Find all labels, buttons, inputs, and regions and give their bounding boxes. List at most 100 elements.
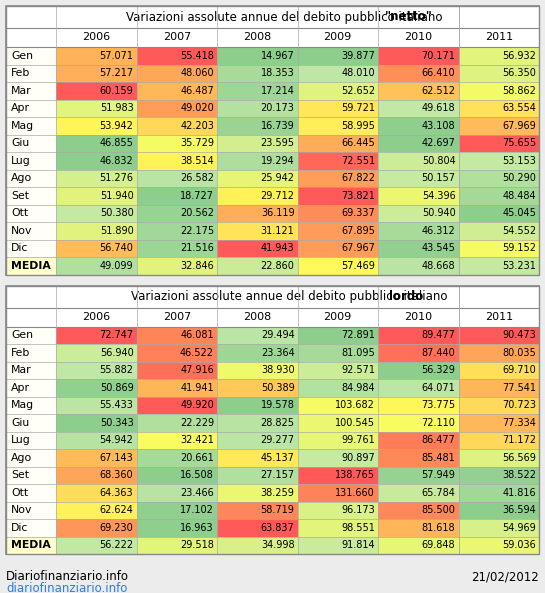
Text: 23.466: 23.466 [180, 488, 214, 498]
Bar [6, 467, 56, 484]
Bar [6, 285, 539, 308]
Text: 72.110: 72.110 [422, 417, 456, 428]
Text: 26.582: 26.582 [180, 173, 214, 183]
Text: 16.739: 16.739 [261, 121, 294, 130]
Bar [378, 502, 458, 519]
Bar [217, 240, 298, 257]
Bar [136, 47, 217, 65]
Text: 100.545: 100.545 [335, 417, 375, 428]
Text: 2009: 2009 [324, 33, 352, 43]
Bar [378, 344, 458, 362]
Text: 90.473: 90.473 [502, 330, 536, 340]
Bar [458, 537, 539, 554]
Bar [6, 135, 56, 152]
Bar [458, 379, 539, 397]
Text: 59.036: 59.036 [502, 540, 536, 550]
Bar [136, 362, 217, 379]
Text: 99.761: 99.761 [341, 435, 375, 445]
Bar [6, 6, 539, 28]
Bar [136, 519, 217, 537]
Bar [378, 187, 458, 205]
Text: 91.814: 91.814 [341, 540, 375, 550]
Text: 67.143: 67.143 [100, 452, 134, 463]
Bar [217, 152, 298, 170]
Bar [378, 82, 458, 100]
Bar [378, 519, 458, 537]
Bar [136, 397, 217, 414]
Bar [378, 537, 458, 554]
Text: 66.410: 66.410 [422, 68, 456, 78]
Bar [136, 187, 217, 205]
Bar [56, 205, 136, 222]
Bar [136, 379, 217, 397]
Bar [298, 432, 378, 449]
Text: 51.940: 51.940 [100, 191, 134, 201]
Bar [378, 327, 458, 344]
Bar [56, 222, 136, 240]
Bar [136, 467, 217, 484]
Bar [6, 117, 56, 135]
Bar [56, 484, 136, 502]
Text: 50.157: 50.157 [421, 173, 456, 183]
Bar [378, 47, 458, 65]
Bar [56, 47, 136, 65]
Text: 17.214: 17.214 [261, 86, 294, 95]
Text: 2007: 2007 [162, 312, 191, 322]
Text: 38.522: 38.522 [502, 470, 536, 480]
Text: 46.487: 46.487 [180, 86, 214, 95]
Bar [217, 344, 298, 362]
Bar [458, 152, 539, 170]
Bar [217, 187, 298, 205]
Bar [6, 308, 539, 327]
Text: 69.848: 69.848 [422, 540, 456, 550]
Bar [6, 152, 56, 170]
Bar [298, 467, 378, 484]
Bar [378, 100, 458, 117]
Bar [217, 397, 298, 414]
Bar [6, 170, 56, 187]
Text: Diariofinanziario.info: Diariofinanziario.info [6, 570, 129, 583]
Bar [298, 484, 378, 502]
Bar [298, 414, 378, 432]
Text: Mag: Mag [11, 121, 34, 130]
Bar [298, 537, 378, 554]
Bar [6, 414, 56, 432]
Bar [6, 285, 539, 554]
Bar [378, 397, 458, 414]
Text: 2009: 2009 [324, 312, 352, 322]
Text: 85.481: 85.481 [422, 452, 456, 463]
Text: 2008: 2008 [243, 312, 271, 322]
Text: 90.897: 90.897 [341, 452, 375, 463]
Bar [56, 187, 136, 205]
Text: 56.222: 56.222 [99, 540, 134, 550]
Bar [56, 100, 136, 117]
Bar [6, 285, 539, 554]
Text: 53.231: 53.231 [502, 261, 536, 271]
Bar [458, 170, 539, 187]
Text: 73.821: 73.821 [341, 191, 375, 201]
Text: 19.294: 19.294 [261, 156, 294, 166]
Text: 20.661: 20.661 [180, 452, 214, 463]
Bar [56, 502, 136, 519]
Text: 2006: 2006 [82, 33, 110, 43]
Text: 80.035: 80.035 [502, 347, 536, 358]
Bar [378, 222, 458, 240]
Text: 52.652: 52.652 [341, 86, 375, 95]
Text: 16.508: 16.508 [180, 470, 214, 480]
Text: 53.942: 53.942 [100, 121, 134, 130]
Text: 71.172: 71.172 [502, 435, 536, 445]
Text: 131.660: 131.660 [335, 488, 375, 498]
Bar [217, 135, 298, 152]
Bar [458, 100, 539, 117]
Bar [136, 484, 217, 502]
Bar [217, 467, 298, 484]
Bar [217, 222, 298, 240]
Bar [6, 519, 56, 537]
Bar [56, 82, 136, 100]
Text: 27.157: 27.157 [261, 470, 294, 480]
Bar [217, 47, 298, 65]
Text: Lug: Lug [11, 156, 31, 166]
Text: 46.081: 46.081 [180, 330, 214, 340]
Text: 63.837: 63.837 [261, 523, 294, 533]
Bar [217, 117, 298, 135]
